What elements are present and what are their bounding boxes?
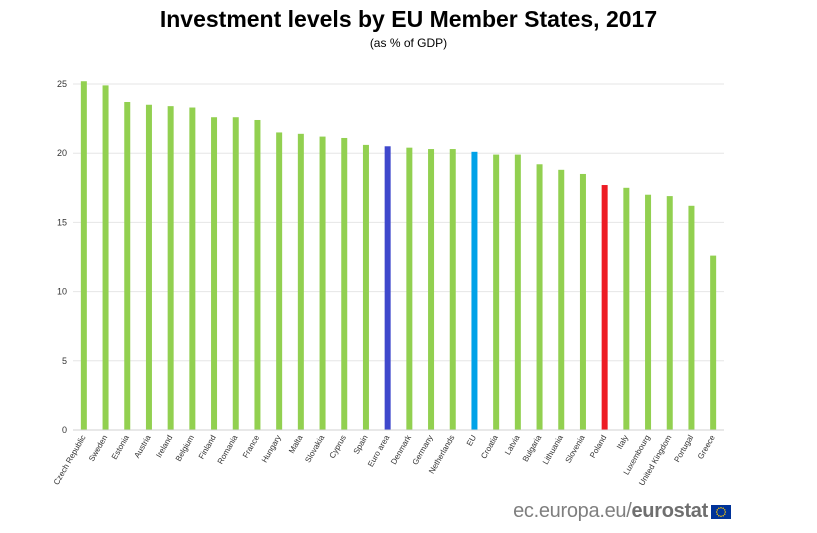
source-site: ec.europa.eu/	[513, 500, 632, 522]
x-tick-label: France	[241, 433, 262, 460]
bar	[124, 101, 131, 430]
x-tick-label: Estonia	[110, 433, 131, 461]
bar	[319, 136, 326, 431]
bars	[80, 81, 717, 431]
bar	[211, 117, 218, 430]
y-axis: 0 5 10 15 20 25	[57, 79, 67, 435]
y-tick-label: 5	[62, 356, 67, 366]
x-tick-label: Czech Republic	[52, 434, 88, 487]
bar	[189, 107, 196, 430]
x-axis: Czech Republic Sweden Estonia Austria Irelan…	[52, 429, 724, 487]
x-tick-label: Germany	[411, 434, 435, 467]
bar	[449, 149, 456, 430]
bar	[167, 106, 174, 431]
source-brand: eurostat	[631, 500, 708, 522]
y-tick-label: 20	[57, 148, 67, 158]
flag-star	[718, 514, 720, 516]
y-tick-label: 10	[57, 287, 67, 297]
source-credit[interactable]: ec.europa.eu/ eurostat	[513, 500, 731, 523]
flag-star	[715, 510, 718, 513]
x-tick-label: Slovakia	[303, 433, 326, 464]
bar	[276, 132, 283, 430]
chart-subtitle: (as % of GDP)	[369, 36, 448, 50]
bar	[579, 173, 586, 430]
chart-title: Investment levels by EU Member States, 2…	[159, 6, 658, 32]
flag-star	[718, 507, 720, 509]
bar	[493, 154, 500, 431]
x-tick-label: Slovenia	[564, 433, 587, 465]
flag-star	[724, 510, 727, 513]
bar	[688, 205, 695, 430]
x-tick-label: Spain	[352, 434, 370, 456]
bar	[558, 169, 565, 431]
x-tick-label: Greece	[696, 433, 717, 461]
x-tick-label: EU	[465, 433, 478, 447]
x-tick-label: Sweden	[87, 434, 109, 464]
y-tick-label: 0	[62, 425, 67, 435]
flag-star	[723, 508, 726, 511]
flag-star	[722, 507, 724, 509]
bar	[514, 154, 521, 431]
bar	[710, 255, 717, 430]
x-tick-label: Latvia	[503, 433, 522, 456]
bar	[666, 196, 673, 430]
bar	[145, 104, 152, 430]
bar	[341, 137, 348, 430]
x-tick-label: Portugal	[672, 433, 695, 463]
x-tick-label: Hungary	[260, 434, 283, 465]
x-tick-label: Italy	[615, 434, 630, 451]
bar	[80, 81, 87, 431]
flag-star	[720, 515, 722, 517]
x-tick-label: Croatia	[479, 433, 500, 460]
bar	[384, 146, 391, 430]
bar	[102, 85, 109, 430]
bar	[362, 144, 369, 430]
bar	[428, 149, 435, 430]
flag-star	[723, 512, 726, 515]
y-tick-label: 25	[57, 79, 67, 89]
x-tick-label: Euro area	[366, 433, 392, 468]
x-tick-label: Lithuania	[541, 433, 565, 466]
x-tick-label: Denmark	[389, 433, 414, 466]
flag-star	[720, 506, 722, 508]
bar	[406, 147, 413, 430]
x-tick-label: Cyprus	[328, 434, 348, 460]
x-tick-label: Poland	[588, 434, 608, 460]
x-tick-label: Belgium	[174, 433, 196, 463]
bar	[232, 117, 239, 430]
x-tick-label: Bulgaria	[521, 433, 544, 463]
bar	[623, 187, 630, 430]
flag-star	[716, 508, 719, 511]
bar	[601, 185, 608, 430]
bar	[536, 164, 543, 430]
bar	[254, 119, 261, 430]
x-tick-label: Ireland	[154, 434, 174, 460]
bar	[645, 194, 652, 430]
x-tick-label: Finland	[197, 434, 218, 461]
x-tick-label: Austria	[132, 433, 153, 460]
bar	[297, 133, 304, 430]
bar	[471, 151, 478, 431]
x-tick-label: Malta	[287, 433, 305, 455]
y-tick-label: 15	[57, 217, 67, 227]
flag-star	[716, 512, 719, 515]
flag-star	[722, 514, 724, 516]
eu-flag-icon	[711, 504, 731, 519]
x-tick-label: Romania	[216, 433, 240, 466]
